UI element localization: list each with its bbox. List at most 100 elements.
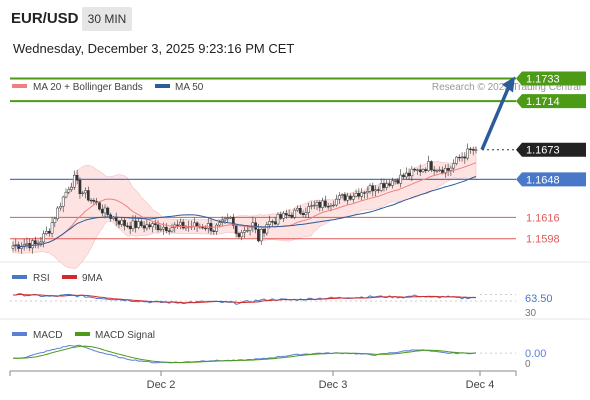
- candle: [153, 219, 157, 230]
- candle-body: [259, 228, 263, 242]
- candle-body: [318, 202, 322, 208]
- candle: [234, 224, 238, 238]
- level-tag-bg: [516, 142, 586, 157]
- candle: [226, 213, 230, 223]
- candle-body: [257, 229, 260, 242]
- candle: [92, 197, 96, 205]
- candle-body: [128, 225, 132, 230]
- rsi-9ma-line: [13, 293, 476, 304]
- candle-body: [67, 189, 71, 193]
- level-tag-last: 1.1673: [516, 142, 586, 157]
- candle-body: [204, 227, 207, 230]
- candle-body: [474, 149, 478, 151]
- candle: [393, 178, 397, 185]
- candle: [315, 199, 319, 211]
- candle-body: [469, 148, 472, 150]
- candle: [284, 209, 288, 219]
- candle: [84, 187, 87, 199]
- candle-body: [379, 183, 383, 191]
- candle: [298, 205, 302, 216]
- candle: [89, 198, 93, 204]
- candle: [206, 217, 210, 234]
- candle-body: [404, 172, 408, 178]
- candle: [321, 197, 324, 211]
- candle-body: [148, 224, 152, 228]
- candle: [430, 160, 433, 173]
- candle-body: [427, 161, 430, 171]
- candle-body: [89, 199, 93, 202]
- candle-body: [86, 190, 90, 201]
- candle-body: [438, 169, 442, 172]
- candle-body: [100, 208, 104, 214]
- candle-body: [170, 227, 174, 232]
- candle-body: [142, 225, 146, 229]
- legend-label-macd: MACD: [33, 330, 62, 341]
- candle: [279, 211, 283, 220]
- candle: [438, 166, 442, 173]
- candle: [204, 225, 207, 232]
- candle: [11, 241, 15, 252]
- candle: [81, 190, 85, 197]
- symbol-title: EUR/USD: [11, 10, 79, 27]
- legend-label-ma20: MA 20 + Bollinger Bands: [33, 82, 143, 93]
- candle-body: [349, 195, 352, 200]
- candle: [142, 221, 146, 233]
- candle: [36, 240, 40, 249]
- candle-body: [324, 200, 327, 207]
- candle-body: [70, 186, 73, 190]
- level-tag-bg: [516, 94, 586, 109]
- candle-body: [416, 169, 419, 171]
- candle: [137, 218, 140, 230]
- candle: [178, 218, 182, 230]
- candle: [382, 178, 386, 192]
- candle-body: [184, 226, 188, 229]
- candle-body: [92, 200, 96, 202]
- candle: [354, 189, 358, 198]
- candle-body: [45, 231, 48, 234]
- candle-body: [290, 214, 294, 218]
- candle: [25, 237, 29, 249]
- x-axis-label: Dec 2: [147, 379, 176, 391]
- candle: [466, 143, 469, 161]
- candle: [413, 167, 416, 172]
- candle-body: [463, 156, 467, 159]
- candle-body: [59, 206, 62, 209]
- candle-body: [73, 174, 76, 188]
- candle-body: [103, 207, 107, 214]
- candle-body: [310, 205, 313, 207]
- candle-body: [363, 192, 366, 194]
- candle-body: [301, 213, 305, 216]
- macd-value-label: 0.00: [525, 348, 546, 360]
- candle: [371, 182, 375, 197]
- candle-body: [402, 174, 405, 178]
- candle: [421, 168, 425, 174]
- candle: [159, 225, 163, 232]
- candle: [259, 226, 263, 246]
- projection-arrow-head: [502, 76, 515, 93]
- candle-body: [223, 218, 227, 221]
- candle-body: [455, 156, 458, 164]
- candle-body: [407, 172, 411, 177]
- rsi-value-label: 63.50: [525, 293, 553, 305]
- candle: [427, 155, 430, 172]
- candle-body: [218, 222, 221, 226]
- candle-body: [56, 207, 59, 219]
- candle: [474, 146, 478, 154]
- macd-scale-label: 0: [525, 359, 531, 370]
- candle-body: [282, 213, 285, 219]
- candle-body: [393, 180, 397, 182]
- timeframe-badge[interactable]: 30 MIN: [82, 7, 132, 31]
- candle-body: [195, 222, 199, 227]
- candle: [349, 193, 352, 201]
- candle: [45, 226, 48, 236]
- candle-body: [271, 221, 274, 223]
- candle: [231, 213, 235, 229]
- candle: [435, 168, 439, 174]
- candle-body: [178, 221, 182, 226]
- candle-body: [332, 204, 336, 207]
- candle-body: [39, 241, 43, 244]
- candle-body: [245, 230, 249, 232]
- candle: [310, 201, 313, 210]
- candle: [120, 217, 124, 228]
- candle: [126, 222, 129, 229]
